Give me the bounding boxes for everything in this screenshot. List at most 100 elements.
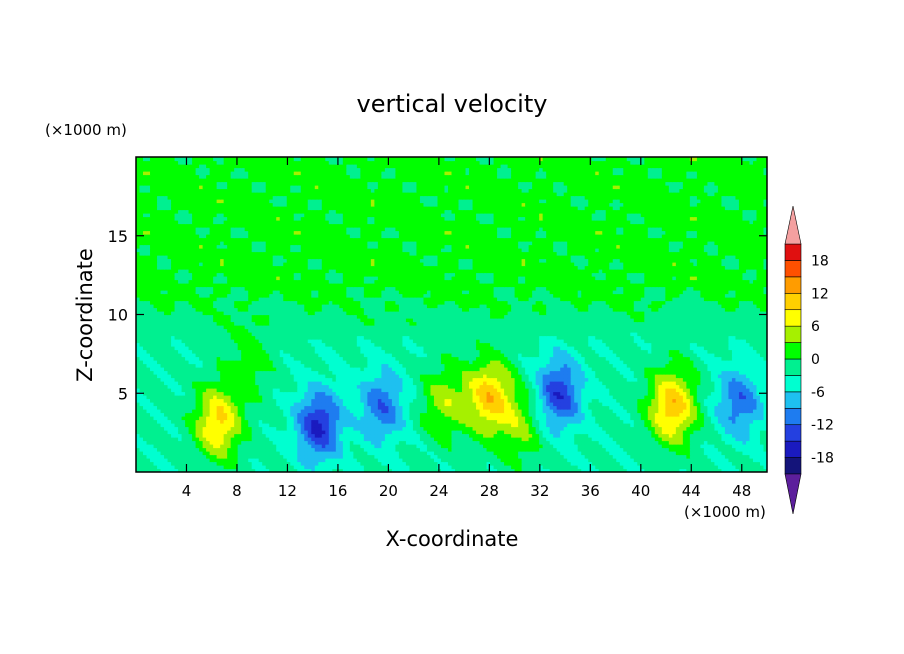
field-cell [241, 444, 246, 449]
field-cell [157, 468, 162, 472]
field-cell [353, 454, 358, 459]
field-cell [595, 444, 600, 449]
field-cell [136, 451, 141, 456]
field-cell [244, 377, 249, 382]
field-cell [647, 461, 652, 466]
field-cell [381, 437, 386, 442]
field-cell [381, 440, 386, 445]
field-cell [381, 402, 386, 407]
field-cell [297, 384, 302, 389]
field-cell [283, 423, 288, 428]
field-cell [402, 398, 407, 403]
field-cell [300, 391, 305, 396]
field-cell [521, 426, 526, 431]
field-cell [497, 465, 502, 470]
field-cell [283, 402, 288, 407]
field-cell [216, 447, 221, 452]
field-cell [304, 433, 309, 438]
field-cell [279, 374, 284, 379]
field-cell [644, 433, 649, 438]
field-cell [412, 377, 418, 382]
field-cell [472, 426, 477, 431]
field-cell [202, 447, 207, 452]
field-cell [602, 447, 607, 452]
field-cell [346, 395, 351, 400]
field-cell [300, 437, 305, 442]
field-cell [749, 451, 754, 456]
field-cell [178, 430, 183, 435]
field-cell [731, 437, 737, 442]
field-cell [525, 468, 530, 472]
field-cell [433, 430, 439, 435]
field-cell [206, 461, 211, 466]
field-cell [640, 461, 645, 466]
field-cell [143, 388, 148, 393]
field-cell [640, 409, 645, 414]
field-cell [409, 454, 414, 459]
field-cell [230, 465, 235, 470]
field-cell [143, 468, 148, 472]
field-cell [616, 402, 621, 407]
field-cell [139, 430, 144, 435]
field-cell [588, 391, 593, 396]
field-cell [150, 384, 155, 389]
field-cell [602, 426, 607, 431]
field-cell [143, 444, 148, 449]
field-cell [349, 433, 354, 438]
field-cell [237, 440, 242, 445]
field-cell [209, 447, 214, 452]
field-cell [356, 454, 361, 459]
field-cell [682, 377, 687, 382]
field-cell [164, 440, 169, 445]
field-cell [511, 398, 516, 403]
field-cell [686, 426, 691, 431]
field-cell [195, 416, 200, 421]
field-cell [136, 412, 141, 417]
field-cell [248, 444, 253, 449]
field-cell [616, 454, 621, 459]
field-cell [455, 398, 460, 403]
field-cell [381, 419, 386, 424]
field-cell [696, 447, 701, 452]
field-cell [269, 398, 274, 403]
field-cell [402, 381, 407, 386]
field-cell [370, 419, 375, 424]
field-cell [304, 412, 309, 417]
field-cell [619, 388, 624, 393]
field-cell [171, 391, 176, 396]
field-cell [518, 381, 523, 386]
field-cell [262, 398, 267, 403]
field-cell [367, 430, 372, 435]
field-cell [206, 465, 211, 470]
field-cell [707, 402, 712, 407]
field-cell [283, 384, 288, 389]
field-cell [609, 409, 614, 414]
field-cell [332, 437, 337, 442]
field-cell [300, 440, 305, 445]
field-cell [314, 454, 319, 459]
field-cell [244, 391, 249, 396]
field-cell [479, 433, 484, 438]
field-cell [458, 465, 463, 470]
field-cell [644, 458, 649, 463]
field-cell [423, 451, 428, 456]
field-cell [588, 395, 593, 400]
field-cell [521, 381, 526, 386]
field-cell [745, 468, 751, 472]
field-cell [570, 440, 575, 445]
field-cell [223, 388, 228, 393]
field-cell [335, 377, 340, 382]
field-cell [209, 395, 214, 400]
field-cell [717, 405, 723, 410]
field-cell [605, 426, 610, 431]
field-cell [658, 409, 663, 414]
field-cell [426, 433, 432, 438]
field-cell [318, 465, 323, 470]
field-cell [577, 433, 582, 438]
field-cell [185, 461, 190, 466]
field-cell [356, 391, 361, 396]
field-cell [497, 388, 502, 393]
field-cell [633, 405, 638, 410]
field-cell [199, 391, 204, 396]
field-cell [374, 381, 379, 386]
